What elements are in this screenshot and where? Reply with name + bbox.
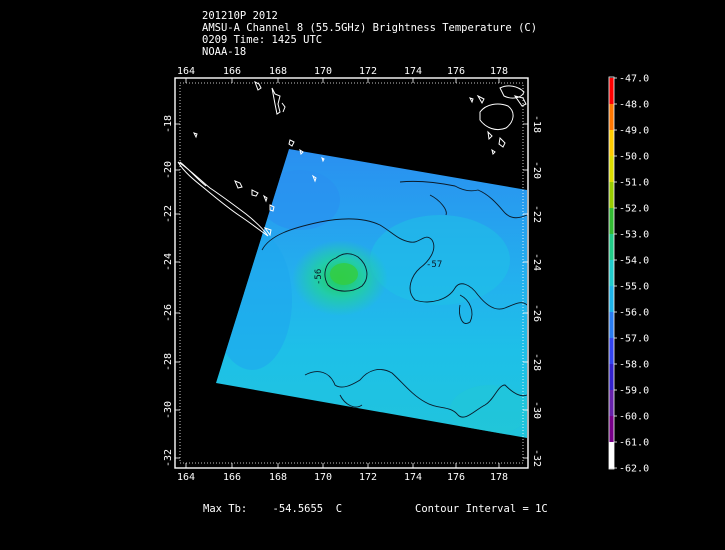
color-bar-segment [609,130,614,157]
lon-tick-label: 176 [447,472,465,483]
chart-header: 201210P 2012 AMSU-A Channel 8 (55.5GHz) … [202,10,537,58]
color-bar-label: -55.0 [619,282,649,293]
color-bar: -47.0 -48.0 -49.0 -50.0 -51.0 -52.0 -53.0 -54.0… [608,74,649,475]
lat-tick-label: -24 [531,253,542,271]
color-bar-label: -48.0 [619,100,649,111]
storm-id-title: 201210P 2012 [202,10,278,22]
lon-tick-label: 164 [177,66,195,77]
sensor-title: AMSU-A Channel 8 (55.5GHz) Brightness Te… [202,22,538,34]
lat-tick-label: -18 [531,115,542,133]
map-frame [174,77,529,469]
lon-tick-label: 170 [314,66,332,77]
color-bar-segments [609,78,614,469]
lon-tick-label: 168 [269,472,287,483]
color-bar-label: -49.0 [619,126,649,137]
lat-tick-label: -22 [531,205,542,223]
lat-tick-label: -28 [531,353,542,371]
lat-tick-label: -26 [531,304,542,322]
lon-tick-label: 166 [223,66,241,77]
lon-tick-label: 164 [177,472,195,483]
color-bar-segment [609,416,614,443]
color-bar-segment [609,182,614,209]
time-title: 0209 Time: 1425 UTC [202,34,323,46]
color-bar-label: -61.0 [619,438,649,449]
satellite-title: NOAA-18 [202,46,247,58]
color-bar-label: -54.0 [619,256,649,267]
color-bar-label: -47.0 [619,74,649,85]
lat-labels-left: -18 -20 -22 -24 -26 -28 -30 -32 [163,115,174,467]
color-bar-segment [609,312,614,339]
color-bar-segment [609,286,614,313]
color-bar-segment [609,208,614,235]
lon-labels-top: 164 166 168 170 172 174 176 178 [177,66,508,77]
lat-tick-label: -28 [163,353,174,371]
color-bar-frame [608,76,615,470]
brightness-swath: -56 -57 [216,149,528,438]
color-bar-segment [609,442,614,469]
color-bar-segment [609,234,614,261]
color-bar-segment [609,156,614,183]
lat-tick-label: -26 [163,304,174,322]
color-bar-segment [609,78,614,105]
lat-tick-label: -24 [163,253,174,271]
coastlines [177,80,527,237]
lon-tick-label: 178 [490,66,508,77]
lat-labels-right: -18 -20 -22 -24 -26 -28 -30 -32 [531,115,542,467]
lon-tick-label: 172 [359,472,377,483]
color-bar-label: -56.0 [619,308,649,319]
lat-tick-label: -32 [163,449,174,467]
new-caledonia-coast [177,161,269,237]
contour-lines [261,180,528,418]
color-bar-label: -57.0 [619,334,649,345]
color-bar-label: -59.0 [619,386,649,397]
lon-tick-label: 166 [223,472,241,483]
lon-tick-label: 174 [404,472,422,483]
contour-interval-label: Contour Interval = 1C [415,503,548,515]
lon-tick-label: 168 [269,66,287,77]
color-bar-label: -51.0 [619,178,649,189]
color-bar-segment [609,364,614,391]
color-bar-segment [609,104,614,131]
lon-tick-label: 178 [490,472,508,483]
color-bar-label: -60.0 [619,412,649,423]
lat-tick-label: -20 [163,161,174,179]
color-bar-label: -58.0 [619,360,649,371]
contour-label-57: -57 [426,260,442,270]
fiji-coast [479,103,514,131]
color-bar-label: -53.0 [619,230,649,241]
lat-tick-label: -32 [531,449,542,467]
color-bar-labels: -47.0 -48.0 -49.0 -50.0 -51.0 -52.0 -53.0 -54.0… [614,74,649,475]
lat-tick-label: -18 [163,115,174,133]
lon-labels-bottom: 164 166 168 170 172 174 176 178 [177,472,508,483]
lon-tick-label: 170 [314,472,332,483]
lat-tick-label: -20 [531,161,542,179]
lat-tick-label: -30 [531,401,542,419]
lon-tick-label: 176 [447,66,465,77]
lon-tick-label: 172 [359,66,377,77]
color-bar-segment [609,338,614,365]
color-bar-label: -50.0 [619,152,649,163]
max-tb-label: Max Tb: -54.5655 C [203,503,343,515]
color-bar-segment [609,260,614,287]
color-bar-segment [609,390,614,417]
color-bar-label: -62.0 [619,464,649,475]
contour-label-56: -56 [314,269,324,285]
lon-tick-label: 174 [404,66,422,77]
lat-tick-label: -22 [163,205,174,223]
lat-tick-label: -30 [163,401,174,419]
color-bar-label: -52.0 [619,204,649,215]
